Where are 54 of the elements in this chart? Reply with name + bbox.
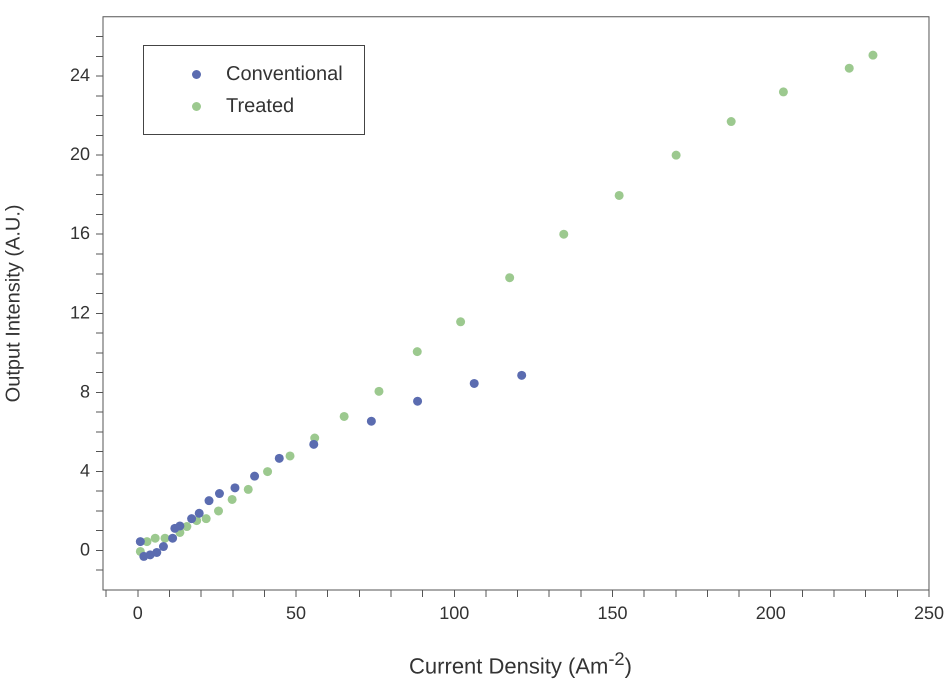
x-tick-label: 100: [439, 602, 470, 623]
point: [244, 484, 253, 494]
point: [202, 514, 211, 524]
y-tick-label: 4: [80, 460, 90, 480]
y-tick-label: 16: [70, 223, 90, 244]
legend-label: Treated: [226, 94, 294, 119]
point: [158, 542, 168, 552]
point: [726, 117, 736, 126]
point: [136, 537, 145, 546]
point: [274, 454, 284, 463]
point: [374, 386, 384, 396]
point: [175, 521, 184, 530]
point: [412, 347, 422, 356]
point: [505, 273, 514, 282]
point: [340, 412, 349, 421]
point: [168, 534, 178, 543]
point: [366, 416, 376, 426]
y-tick-label: 8: [80, 381, 90, 402]
x-tick-label: 250: [914, 602, 944, 623]
x-tick-label: 50: [286, 602, 306, 623]
point: [413, 396, 422, 406]
point: [456, 317, 466, 326]
point: [194, 508, 204, 518]
y-axis-title: Output Intensity (A.U.): [2, 204, 25, 402]
point: [150, 534, 160, 543]
y-tick-label: 20: [70, 144, 90, 164]
y-tick-label: 24: [70, 65, 90, 86]
x-tick-label: 200: [756, 602, 786, 623]
point: [228, 494, 237, 504]
point: [778, 87, 788, 96]
point: [263, 467, 272, 476]
point: [309, 440, 318, 449]
point: [187, 514, 196, 524]
point: [286, 451, 295, 460]
y-tick-label: 12: [70, 302, 90, 322]
point: [160, 534, 170, 543]
y-tick-label: 0: [80, 539, 90, 560]
point: [204, 496, 214, 506]
point: [844, 64, 854, 73]
x-axis-title: Current Density (Am$^{-2}$): [408, 648, 633, 680]
point: [559, 230, 568, 239]
point: [470, 378, 479, 388]
x-tick-label: 150: [597, 602, 628, 623]
point: [614, 190, 624, 200]
point: [868, 50, 878, 60]
point: [517, 370, 526, 380]
x-tick-label: 0: [132, 602, 143, 623]
point: [214, 489, 224, 498]
point: [152, 548, 162, 557]
legend-label: Conventional: [226, 62, 343, 87]
point: [672, 150, 681, 160]
point: [214, 506, 224, 516]
point: [230, 483, 240, 492]
point: [250, 472, 260, 481]
